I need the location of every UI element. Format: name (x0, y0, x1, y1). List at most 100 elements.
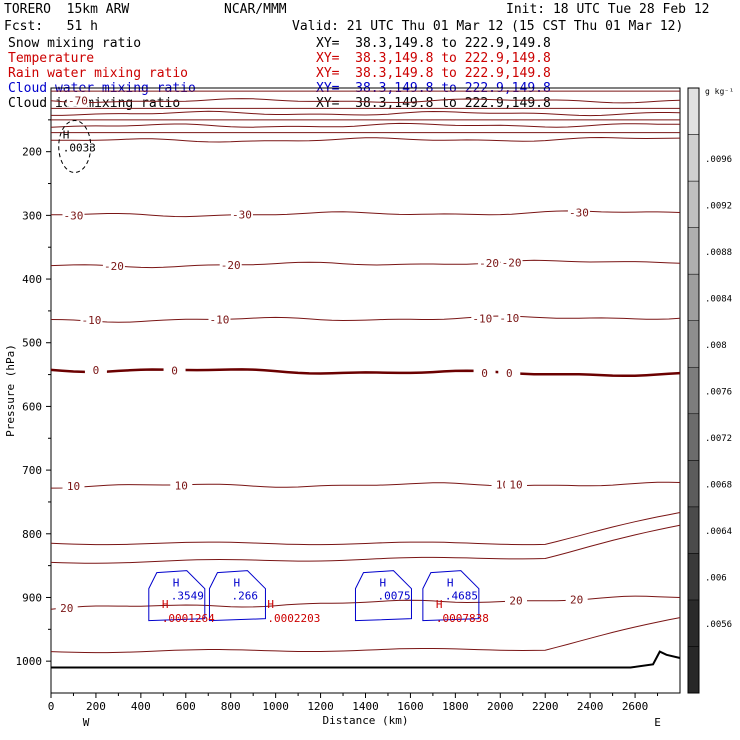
cloud-water-max-marker: H (447, 577, 454, 590)
colorbar-band (687, 646, 700, 694)
east-end-label: E (654, 716, 661, 729)
isotherm--10 (50, 315, 681, 323)
colorbar-band (687, 273, 700, 321)
isotherm--60 (51, 110, 681, 117)
isotherm-label-bg (84, 363, 107, 376)
x-tick-label: 600 (176, 700, 196, 713)
y-tick-label: 600 (22, 400, 42, 413)
legend-label-3: Cloud water mixing ratio (8, 81, 196, 96)
colorbar-tick-label: .0096 (705, 155, 732, 165)
cloud-water-contour (148, 570, 206, 622)
legend-xy-2: XY= 38.3,149.8 to 222.9,149.8 (316, 66, 551, 81)
isotherm-label-bg (163, 364, 186, 377)
y-tick-label: 200 (22, 146, 42, 159)
colorbar-tick-label: .0092 (705, 201, 732, 211)
isotherm-label-bg (219, 258, 242, 271)
y-tick-label: 300 (22, 209, 42, 222)
legend-label-2: Rain water mixing ratio (8, 66, 189, 81)
colorbar-tick-label: .0064 (705, 527, 732, 537)
colorbar-band (687, 87, 700, 135)
cloud-ice-contour (58, 120, 92, 173)
cloud-water-max-value: .0075 (377, 590, 410, 603)
isotherm-label-bg (170, 479, 193, 492)
x-tick-label: 1800 (442, 700, 469, 713)
temperature-isotherm (50, 617, 681, 654)
isotherm-label-bg (498, 312, 521, 325)
isotherm-label: -70 (68, 95, 88, 108)
colorbar-tick-label: .0068 (705, 481, 732, 491)
colorbar-band (687, 413, 700, 461)
cloud-water-max-value: .266 (231, 590, 257, 603)
isotherm-label-bg (505, 478, 528, 491)
x-tick-label: 1000 (262, 700, 289, 713)
isotherm-label-bg (500, 256, 523, 269)
colorbar-band (687, 320, 700, 368)
isotherm-label-bg (473, 366, 496, 379)
y-tick-label: 700 (22, 464, 42, 477)
colorbar-band (687, 134, 700, 182)
isotherm--20 (50, 259, 681, 269)
cloud-ice-max-value: .0033 (63, 142, 96, 155)
colorbar-tick-label: .0084 (705, 294, 732, 304)
isotherm-label: -30 (569, 207, 589, 220)
isotherm-label: -10 (499, 312, 519, 325)
x-tick-label: 1400 (352, 700, 379, 713)
isotherm-label: 20 (60, 602, 73, 615)
x-tick-label: 2000 (487, 700, 514, 713)
x-axis-label: Distance (km) (322, 714, 408, 727)
cloud-water-max-marker: H (173, 577, 180, 590)
colorbar-unit: g kg⁻¹ (705, 87, 734, 96)
isotherm-label-bg (478, 256, 501, 269)
isotherm-label: -20 (479, 257, 499, 270)
model-title: TORERO 15km ARW (4, 2, 130, 17)
colorbar-band (687, 599, 700, 647)
temperature-isotherm (50, 524, 681, 564)
init-time: Init: 18 UTC Tue 28 Feb 12 (506, 2, 710, 17)
isotherm-label-bg (498, 367, 521, 380)
isotherm--70 (50, 98, 681, 104)
rain-max-marker: H (267, 598, 274, 611)
temperature-isotherm (50, 512, 681, 546)
cloud-ice-max-marker: H (63, 129, 70, 142)
x-tick-label: 1600 (397, 700, 424, 713)
legend-label-1: Temperature (8, 51, 95, 66)
terrain-surface-line (51, 650, 681, 669)
isotherm-label: -20 (104, 260, 124, 273)
colorbar-tick-label: .0056 (705, 620, 732, 630)
isotherm--50 (50, 122, 680, 128)
colorbar-frame (687, 87, 700, 694)
legend-xy-1: XY= 38.3,149.8 to 222.9,149.8 (316, 51, 551, 66)
cloud-water-max-value: .4685 (445, 590, 478, 603)
cloud-water-contour (422, 570, 480, 622)
colorbar-band (687, 366, 700, 415)
x-tick-label: 1200 (307, 700, 334, 713)
isotherm-label-bg (565, 593, 588, 606)
x-tick-label: 800 (221, 700, 241, 713)
rain-max-value: .0007838 (436, 612, 489, 625)
cloud-water-contour (208, 570, 266, 622)
isotherm-label: 0 (506, 367, 513, 380)
colorbar-band (687, 460, 700, 508)
isotherm-label: 20 (509, 594, 522, 607)
legend-xy-0: XY= 38.3,149.8 to 222.9,149.8 (316, 36, 551, 51)
isotherm-label: -10 (472, 312, 492, 325)
y-tick-label: 900 (22, 591, 42, 604)
colorbar-band (687, 180, 700, 228)
isotherm--40 (50, 136, 681, 143)
colorbar-tick-label: .0072 (705, 434, 732, 444)
cloud-water-max-marker: H (379, 577, 386, 590)
legend-label-4: Cloud ice mixing ratio (8, 96, 181, 111)
forecast-hour: Fcst: 51 h (4, 19, 98, 34)
isotherm-label-bg (102, 259, 125, 272)
isotherm-label: 10 (175, 480, 188, 493)
colorbar-band (687, 553, 700, 601)
org-label: NCAR/MMM (224, 2, 287, 17)
cloud-water-max-value: .3549 (171, 590, 204, 603)
isotherm-0 (50, 368, 681, 378)
rain-max-value: .0002203 (267, 612, 320, 625)
west-end-label: W (83, 716, 90, 729)
isotherm-label: -30 (232, 208, 252, 221)
y-tick-label: 500 (22, 337, 42, 350)
isotherm-10 (50, 481, 681, 489)
isotherm-label: 0 (171, 364, 178, 377)
